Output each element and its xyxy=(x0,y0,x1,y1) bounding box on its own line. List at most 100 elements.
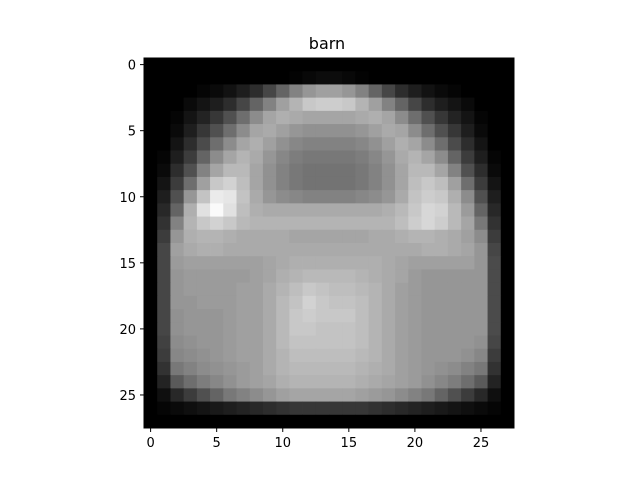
heatmap-cell xyxy=(157,348,171,363)
heatmap-cell xyxy=(302,243,317,257)
heatmap-cell xyxy=(223,309,237,323)
heatmap-cell xyxy=(289,137,303,151)
heatmap-cell xyxy=(368,176,383,191)
heatmap-cell xyxy=(276,216,290,231)
heatmap-cell xyxy=(249,388,264,402)
heatmap-cell xyxy=(355,97,370,112)
heatmap-cell xyxy=(183,401,198,416)
heatmap-cell xyxy=(461,97,475,112)
heatmap-cell xyxy=(223,190,237,204)
heatmap-cell xyxy=(183,137,198,151)
heatmap-cell xyxy=(421,335,436,350)
heatmap-cell xyxy=(315,322,330,336)
heatmap-cell xyxy=(157,58,171,72)
heatmap-cell xyxy=(157,322,171,336)
heatmap-cell xyxy=(329,150,343,165)
heatmap-cell xyxy=(249,97,264,112)
heatmap-cell xyxy=(329,137,343,151)
heatmap-cell xyxy=(381,309,396,323)
heatmap-cell xyxy=(170,401,185,416)
heatmap-cell xyxy=(315,163,330,178)
heatmap-cell xyxy=(447,401,462,416)
heatmap-cell xyxy=(289,269,303,284)
heatmap-cell xyxy=(223,388,237,402)
heatmap-cell xyxy=(355,124,370,138)
heatmap-cell xyxy=(210,137,224,151)
heatmap-cell xyxy=(342,401,356,416)
heatmap-cell xyxy=(368,282,383,297)
heatmap-cell xyxy=(210,401,224,416)
heatmap-cell xyxy=(381,97,396,112)
heatmap-cell xyxy=(262,414,277,429)
heatmap-cell xyxy=(144,414,158,429)
heatmap-cell xyxy=(368,71,383,85)
heatmap-cell xyxy=(315,414,330,429)
heatmap-cell xyxy=(368,388,383,402)
heatmap-cell xyxy=(461,124,475,138)
heatmap-cell xyxy=(315,71,330,85)
heatmap-cell xyxy=(276,282,290,297)
heatmap-cell xyxy=(408,58,422,72)
heatmap-cell xyxy=(302,322,317,336)
heatmap-cell xyxy=(381,124,396,138)
heatmap-cell xyxy=(500,71,515,85)
heatmap-cell xyxy=(368,309,383,323)
heatmap-cell xyxy=(487,124,502,138)
heatmap-cell xyxy=(368,150,383,165)
heatmap-cell xyxy=(289,414,303,429)
heatmap-cell xyxy=(249,361,264,376)
heatmap-cell xyxy=(223,124,237,138)
heatmap-cell xyxy=(395,71,409,85)
heatmap-cell xyxy=(236,256,251,270)
heatmap-cell xyxy=(262,269,277,284)
heatmap-cell xyxy=(355,137,370,151)
heatmap-cell xyxy=(474,388,488,402)
heatmap-cell xyxy=(500,282,515,297)
heatmap-cell xyxy=(487,190,502,204)
heatmap-cell xyxy=(461,150,475,165)
heatmap-cell xyxy=(289,176,303,191)
heatmap-cell xyxy=(447,110,462,125)
heatmap-cell xyxy=(170,97,185,112)
heatmap-cell xyxy=(236,216,251,231)
heatmap-cell xyxy=(183,176,198,191)
heatmap-cell xyxy=(276,229,290,244)
heatmap-cell xyxy=(408,150,422,165)
heatmap-cell xyxy=(276,295,290,310)
heatmap-cell xyxy=(421,348,436,363)
heatmap-cell xyxy=(262,58,277,72)
heatmap-cell xyxy=(144,401,158,416)
heatmap-cell xyxy=(368,348,383,363)
heatmap-cell xyxy=(289,375,303,389)
heatmap-cell xyxy=(236,295,251,310)
heatmap-cell xyxy=(183,309,198,323)
heatmap-cell xyxy=(329,335,343,350)
heatmap-cell xyxy=(447,375,462,389)
heatmap-cell xyxy=(210,203,224,217)
heatmap-cell xyxy=(368,84,383,99)
heatmap-cell xyxy=(434,110,449,125)
heatmap-cell xyxy=(381,361,396,376)
heatmap-cell xyxy=(342,190,356,204)
heatmap-cell xyxy=(447,84,462,99)
heatmap-cell xyxy=(381,388,396,402)
heatmap-cell xyxy=(395,163,409,178)
heatmap-cell xyxy=(144,84,158,99)
heatmap-cell xyxy=(276,256,290,270)
heatmap-cell xyxy=(434,414,449,429)
heatmap-cell xyxy=(408,216,422,231)
heatmap-cell xyxy=(302,176,317,191)
heatmap-cell xyxy=(196,348,211,363)
heatmap-cell xyxy=(500,269,515,284)
heatmap-cell xyxy=(236,401,251,416)
heatmap-cell xyxy=(223,163,237,178)
heatmap-cell xyxy=(461,322,475,336)
heatmap-cell xyxy=(302,110,317,125)
heatmap-cell xyxy=(262,309,277,323)
heatmap-cell xyxy=(368,322,383,336)
heatmap-cell xyxy=(157,216,171,231)
heatmap-cell xyxy=(395,203,409,217)
heatmap-cell xyxy=(210,322,224,336)
plot-area xyxy=(143,57,515,429)
heatmap-cell xyxy=(395,401,409,416)
